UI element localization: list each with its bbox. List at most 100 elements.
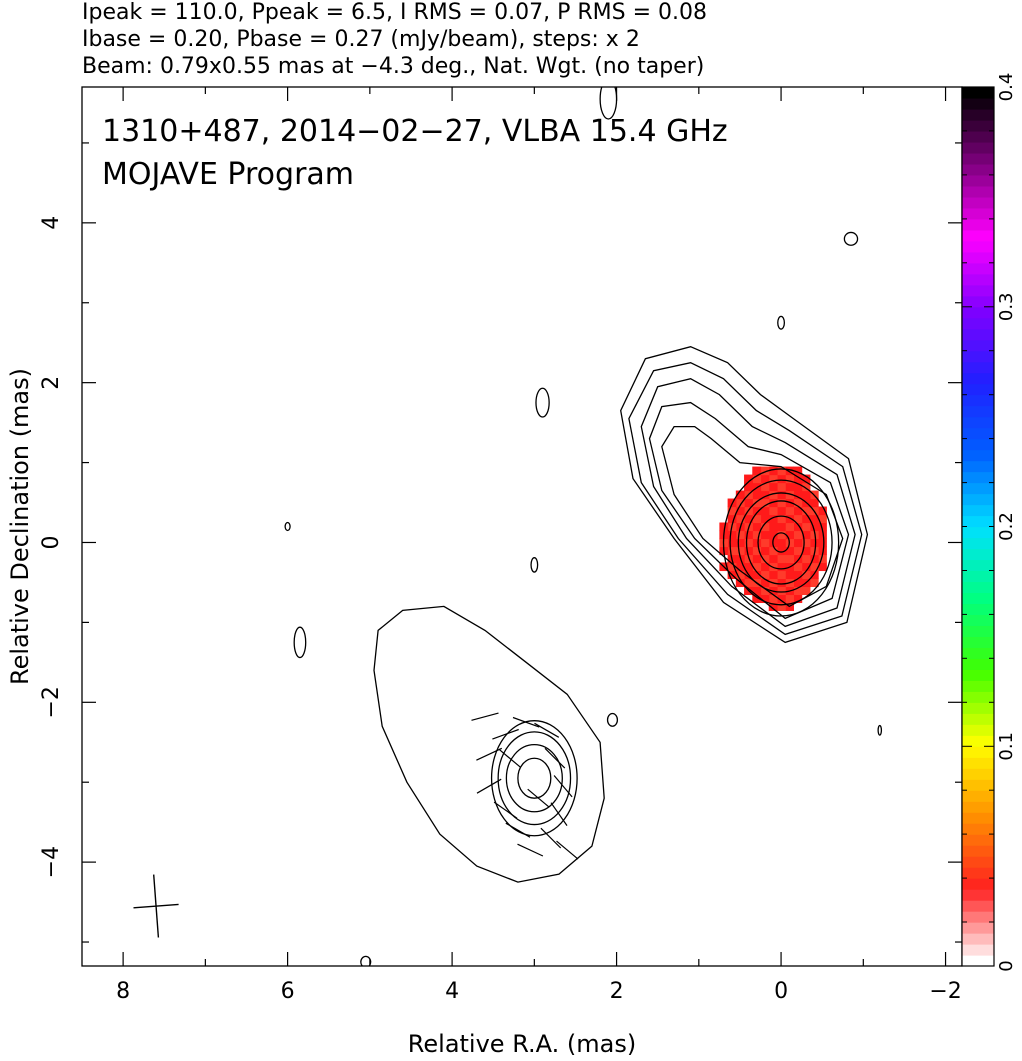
pol-pixel-107 [760, 586, 770, 596]
pol-pixel-38 [793, 570, 803, 580]
pol-pixel-117 [760, 506, 770, 516]
colorbar-band-62 [962, 273, 994, 286]
pol-pixel-129 [752, 546, 762, 556]
colorbar-band-42 [962, 493, 994, 506]
colorbar-band-48 [962, 427, 994, 440]
colorbar-band-74 [962, 141, 994, 154]
colorbar-band-20 [962, 735, 994, 747]
pol-pixel-12 [809, 546, 819, 556]
pol-pixel-82 [776, 506, 786, 516]
contour-knot-0 [517, 757, 552, 799]
colorbar-band-12 [962, 823, 994, 835]
pol-pixel-166 [735, 490, 745, 500]
axis-tick-labels: 8 6 4 2 0 −2 −4 −2 0 2 4 [39, 216, 962, 1004]
colorbar-band-17 [962, 768, 994, 780]
pol-pixel-171 [727, 538, 737, 548]
pol-pixel-154 [744, 474, 753, 484]
pol-pixel-168 [727, 562, 737, 572]
pol-pixel-165 [735, 498, 745, 508]
colorbar-tick-label: 0.4 [996, 73, 1017, 102]
noise-contour-7 [606, 712, 619, 727]
pol-pixel-35 [793, 594, 803, 604]
contour-outer-3 [628, 362, 863, 636]
pol-pixel-15 [809, 522, 819, 532]
pol-pixel-110 [760, 562, 770, 572]
contour-knot-2 [497, 731, 572, 826]
pol-pixel-41 [793, 546, 803, 556]
pol-pixel-145 [744, 546, 753, 556]
pol-pixel-151 [744, 498, 753, 508]
colorbar-band-30 [962, 625, 994, 637]
pol-pixel-139 [752, 466, 762, 476]
pol-pixel-4 [818, 530, 827, 540]
colorbar-band-32 [962, 603, 994, 615]
pol-pixel-71 [776, 594, 786, 604]
colorbar-band-50 [962, 405, 994, 418]
contour-outer-0 [661, 425, 844, 608]
pol-pixel-1 [818, 554, 827, 564]
noise-contour-0 [599, 87, 618, 120]
colorbar-band-28 [962, 647, 994, 659]
noise-contour-4 [284, 521, 291, 532]
colorbar-band-59 [962, 306, 994, 319]
pol-pixel-109 [760, 570, 770, 580]
colorbar-band-72 [962, 163, 994, 176]
evpa-tick-2 [512, 716, 540, 728]
pol-pixel-13 [809, 538, 819, 548]
evpa-tick-11 [550, 802, 568, 826]
pol-pixel-143 [744, 562, 753, 572]
pol-pixel-67 [785, 482, 794, 492]
colorbar-band-25 [962, 680, 994, 692]
colorbar-band-36 [962, 559, 994, 572]
pol-pixel-144 [744, 554, 753, 564]
pol-pixel-101 [768, 498, 778, 508]
pol-pixel-2 [818, 546, 827, 556]
pol-pixel-16 [809, 514, 819, 524]
colorbar-band-6 [962, 889, 994, 901]
colorbar-band-51 [962, 394, 994, 407]
contour-knot-1 [505, 744, 563, 813]
pol-pixel-61 [785, 530, 794, 540]
pol-pixel-153 [744, 482, 753, 492]
pol-pixel-28 [801, 522, 811, 532]
pol-pixel-70 [776, 602, 786, 611]
pol-pixel-94 [768, 554, 778, 564]
pol-pixel-6 [818, 514, 827, 524]
colorbar-band-0 [962, 955, 994, 967]
pol-pixel-118 [760, 498, 770, 508]
pol-pixel-119 [760, 490, 770, 500]
colorbar-band-56 [962, 339, 994, 352]
colorbar-band-41 [962, 504, 994, 517]
pol-pixel-85 [776, 482, 786, 492]
colorbar-band-23 [962, 702, 994, 714]
x-tick-label: 0 [774, 979, 788, 1004]
contour-core-2 [745, 500, 817, 585]
colorbar-band-26 [962, 669, 994, 681]
pol-pixel-112 [760, 546, 770, 556]
evpa-tick-5 [498, 748, 521, 768]
colorbar-band-77 [962, 108, 994, 121]
colorbar-band-58 [962, 317, 994, 330]
colorbar-band-65 [962, 240, 994, 253]
pol-pixel-50 [793, 474, 803, 484]
contour-core-0 [772, 532, 790, 553]
pol-pixel-115 [760, 522, 770, 532]
noise-contour-3 [535, 387, 550, 418]
colorbar-band-76 [962, 119, 994, 132]
colorbar-band-31 [962, 614, 994, 626]
colorbar-band-29 [962, 636, 994, 648]
colorbar-tick-label: 0.2 [996, 512, 1017, 541]
colorbar-band-73 [962, 152, 994, 165]
pol-pixel-114 [760, 530, 770, 540]
beam-minor-axis [133, 903, 179, 909]
contour-layer [284, 87, 883, 966]
pol-pixel-29 [801, 514, 811, 524]
pol-pixel-74 [776, 570, 786, 580]
pol-pixel-81 [776, 514, 786, 524]
contour-core-3 [737, 492, 825, 593]
pol-pixel-56 [785, 570, 794, 580]
pol-pixel-34 [801, 474, 811, 484]
pol-pixel-170 [727, 546, 737, 556]
noise-contour-6 [293, 626, 307, 659]
pol-pixel-0 [818, 562, 827, 572]
